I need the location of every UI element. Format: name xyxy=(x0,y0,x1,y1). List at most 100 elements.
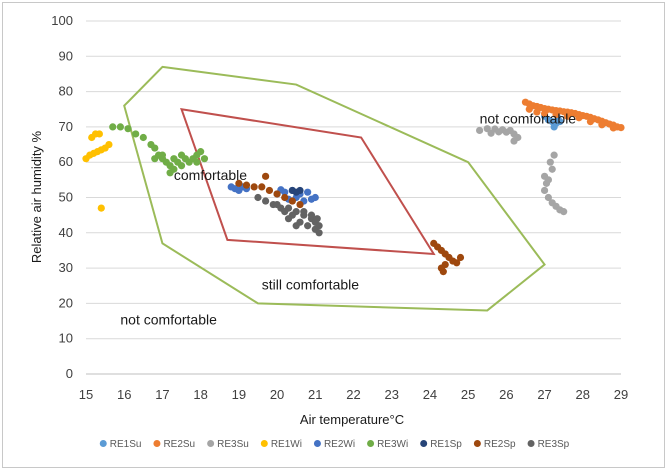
x-axis-title: Air temperature°C xyxy=(300,412,404,427)
data-point xyxy=(544,193,552,202)
legend-label: RE2Su xyxy=(163,439,195,450)
zone-comfortable xyxy=(180,108,436,256)
data-point xyxy=(476,126,484,135)
x-axis-ticks: 15 16 17 18 19 20 21 22 23 24 25 26 27 28 29 xyxy=(79,387,628,402)
chart-frame xyxy=(2,2,665,468)
data-point xyxy=(151,144,159,152)
data-point xyxy=(300,208,308,216)
data-points xyxy=(82,98,625,276)
legend-label: RE2Wi xyxy=(324,439,355,450)
y-tick-label: 80 xyxy=(59,84,73,99)
y-tick-label: 60 xyxy=(59,154,73,169)
data-point xyxy=(617,124,625,132)
series-RE1Sp xyxy=(288,186,304,196)
data-point xyxy=(200,155,209,163)
x-tick-label: 26 xyxy=(499,387,513,402)
data-point xyxy=(563,112,572,120)
y-tick-label: 50 xyxy=(59,190,73,205)
legend-label: RE3Su xyxy=(217,439,249,450)
legend-marker xyxy=(207,440,215,447)
x-tick-label: 16 xyxy=(117,387,131,402)
data-point xyxy=(304,222,312,230)
data-point xyxy=(487,129,495,137)
data-point xyxy=(193,158,201,166)
x-tick-label: 27 xyxy=(537,387,551,402)
data-point xyxy=(552,110,560,119)
data-point xyxy=(235,179,243,187)
y-tick-label: 20 xyxy=(59,295,73,310)
data-point xyxy=(262,197,270,205)
data-point xyxy=(139,133,147,142)
data-point xyxy=(304,188,312,196)
annotation-label: not comfortable xyxy=(480,110,577,126)
legend-marker xyxy=(367,440,375,447)
y-tick-label: 100 xyxy=(51,13,73,28)
data-point xyxy=(315,229,323,237)
data-point xyxy=(258,183,266,191)
x-tick-label: 23 xyxy=(384,387,398,402)
data-point xyxy=(95,130,103,138)
data-point xyxy=(132,130,140,138)
data-point xyxy=(510,137,518,145)
data-point xyxy=(242,181,251,189)
x-tick-label: 22 xyxy=(346,387,360,402)
data-point xyxy=(575,114,583,122)
data-point xyxy=(550,123,558,131)
series-RE3Su xyxy=(476,125,568,216)
legend-label: RE3Sp xyxy=(538,439,570,450)
y-axis-title: Relative air humidity % xyxy=(29,130,44,263)
data-point xyxy=(439,268,447,276)
legend-item-RE1Sp: RE1Sp xyxy=(420,439,462,450)
data-point xyxy=(560,208,568,216)
comfort-zones xyxy=(123,65,546,312)
legend-label: RE1Sp xyxy=(430,439,462,450)
data-point xyxy=(548,165,556,173)
x-tick-label: 21 xyxy=(308,387,322,402)
legend-item-RE3Wi: RE3Wi xyxy=(367,439,408,450)
legend-item-RE2Su: RE2Su xyxy=(153,439,195,450)
data-point xyxy=(292,222,300,230)
x-tick-label: 29 xyxy=(614,387,628,402)
data-point xyxy=(97,204,105,212)
x-tick-label: 24 xyxy=(423,387,437,402)
series-RE3Wi xyxy=(109,123,209,177)
y-tick-label: 10 xyxy=(59,331,73,346)
data-point xyxy=(281,208,289,216)
data-point xyxy=(533,108,541,116)
data-point xyxy=(307,195,316,203)
gridlines xyxy=(86,20,621,375)
data-point xyxy=(265,186,274,195)
x-tick-label: 20 xyxy=(270,387,284,402)
y-tick-label: 30 xyxy=(59,260,73,275)
data-point xyxy=(109,123,117,131)
data-point xyxy=(495,128,503,136)
zone-still-comfortable xyxy=(123,65,546,312)
data-point xyxy=(273,190,281,198)
legend-marker xyxy=(99,440,107,447)
legend-marker xyxy=(473,440,481,447)
data-point xyxy=(296,200,304,209)
data-point xyxy=(540,186,549,195)
annotation-label: not comfortable xyxy=(120,312,217,328)
legend-item-RE1Wi: RE1Wi xyxy=(260,439,302,450)
data-point xyxy=(540,109,549,118)
legend-item-RE3Sp: RE3Sp xyxy=(527,439,570,450)
x-tick-label: 17 xyxy=(155,387,169,402)
data-point xyxy=(550,151,558,159)
data-point xyxy=(453,259,461,267)
data-point xyxy=(158,151,167,159)
y-tick-label: 90 xyxy=(59,48,73,63)
annotation-label: comfortable xyxy=(174,167,247,183)
legend-marker xyxy=(313,440,321,447)
y-tick-label: 70 xyxy=(59,119,73,134)
data-point xyxy=(105,140,113,149)
data-point xyxy=(151,155,159,163)
data-point xyxy=(456,253,465,262)
data-point xyxy=(262,172,270,180)
legend-item-RE2Wi: RE2Wi xyxy=(313,439,355,450)
data-point xyxy=(254,193,262,202)
series-RE1Wi xyxy=(82,130,113,212)
data-point xyxy=(525,105,533,113)
data-point xyxy=(288,197,296,205)
